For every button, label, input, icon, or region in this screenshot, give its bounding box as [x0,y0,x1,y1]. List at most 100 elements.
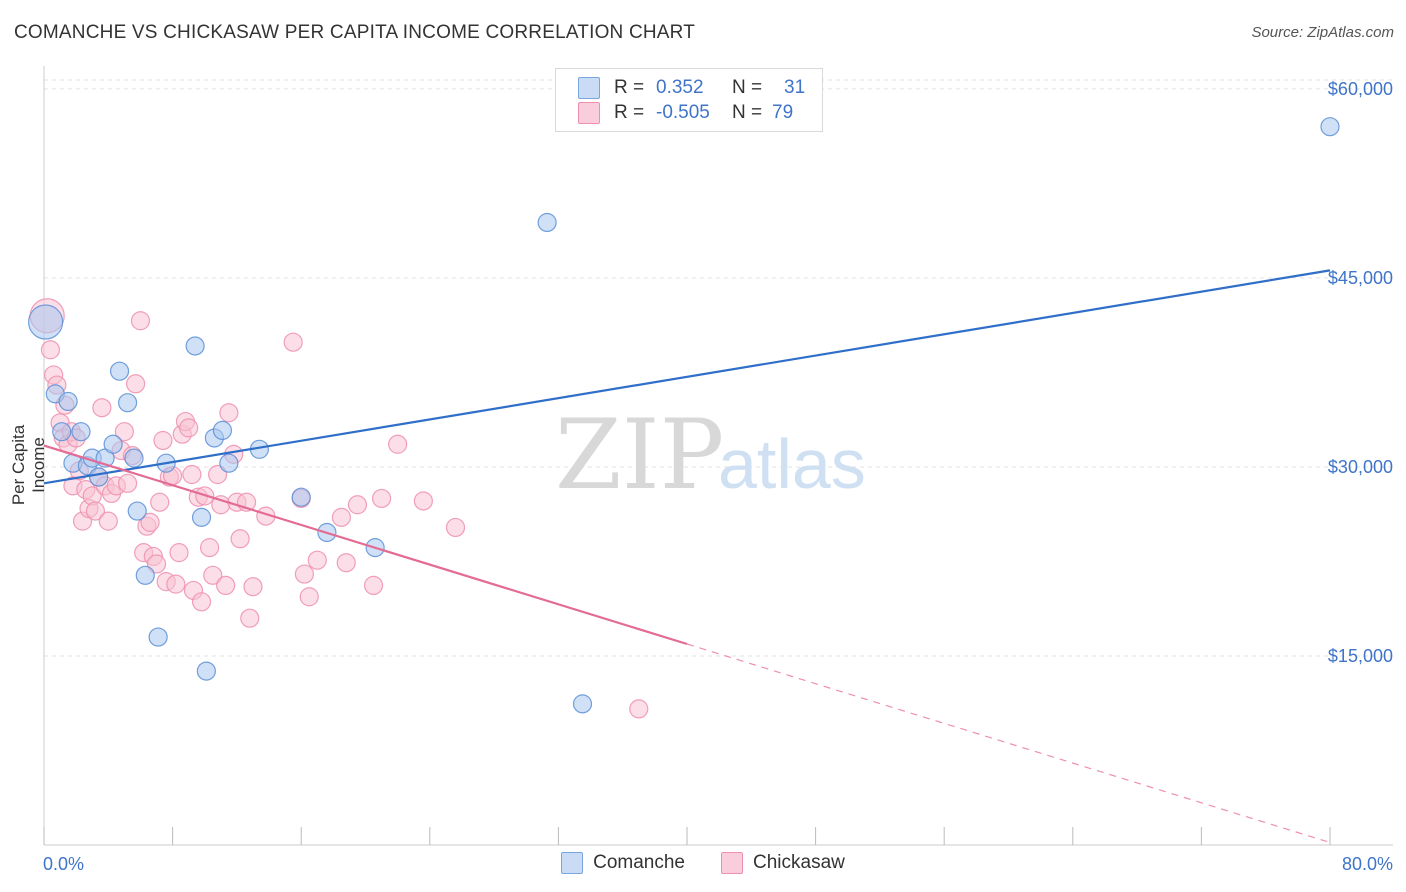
point-chickasaw [216,575,236,596]
point-chickasaw [114,422,134,442]
point-chickasaw [153,430,173,451]
point-comanche [148,627,168,647]
point-chickasaw [347,495,368,515]
point-chickasaw [166,574,186,594]
point-comanche [117,393,138,413]
correlation-legend: R = 0.352 N = 31 R = -0.505 N = 79 [555,68,823,132]
point-comanche [212,420,233,441]
point-chickasaw [363,575,384,596]
point-chickasaw [191,592,212,612]
trend-line-chickasaw-extension [686,643,1331,844]
trend-line-comanche [43,269,1331,485]
point-comanche [28,304,64,340]
point-comanche [219,453,239,473]
point-chickasaw [179,418,199,438]
legend-swatch-chickasaw [578,102,600,124]
point-chickasaw [40,340,61,360]
trend-lines [43,269,1331,844]
point-chickasaw [98,511,118,531]
point-comanche [291,487,311,507]
point-chickasaw [150,492,170,512]
legend-r-label: R = [614,77,645,98]
point-comanche [127,501,147,521]
legend-n-value: 31 [784,77,806,98]
watermark-atlas: atlas [718,425,866,503]
point-chickasaw [240,608,260,628]
point-comanche [191,507,212,527]
point-comanche [109,361,130,381]
y-tick-label: $30,000 [1328,457,1393,477]
point-chickasaw [117,473,138,493]
point-chickasaw [208,464,228,485]
legend-swatch-comanche [578,77,600,99]
series-chickasaw-points [29,298,649,719]
point-comanche [135,565,155,585]
legend-row-comanche: R = 0.352 N = 31 [578,76,805,100]
point-chickasaw [388,434,408,454]
y-tick-labels: $15,000 $30,000 $45,000 $60,000 [1328,79,1393,666]
point-comanche [89,467,109,487]
legend-n-label: N = [732,102,763,123]
point-chickasaw [283,332,303,352]
point-comanche [196,661,216,681]
point-chickasaw [299,587,319,607]
legend-r-label: R = [614,102,645,123]
point-comanche [1320,117,1340,137]
point-comanche [58,391,78,412]
point-chickasaw [146,554,167,574]
legend-n-label: N = [732,77,763,98]
trend-line-chickasaw [43,444,688,646]
legend-item-comanche[interactable]: Comanche [561,852,685,874]
point-chickasaw [230,529,250,549]
legend-r-value: 0.352 [656,77,704,98]
watermark-zip: ZIP [555,399,724,511]
point-chickasaw [130,311,151,331]
point-chickasaw [413,491,433,511]
axes [43,66,1393,846]
chart-source: Source: ZipAtlas.com [1251,24,1394,41]
point-chickasaw [219,403,239,423]
point-chickasaw [629,699,649,719]
watermark: ZIP atlas [555,399,866,511]
point-chickasaw [169,543,189,563]
chart-title: COMANCHE VS CHICKASAW PER CAPITA INCOME … [14,22,696,43]
point-chickasaw [203,565,223,585]
series-legend: Comanche Chickasaw [0,852,1406,874]
legend-label-chickasaw: Chickasaw [753,852,845,873]
point-chickasaw [182,464,202,485]
point-comanche [52,422,72,442]
legend-row-chickasaw: R = -0.505 N = 79 [578,101,793,125]
point-chickasaw [140,512,160,532]
x-tick-labels: 0.0% 80.0% [43,854,1393,874]
point-chickasaw [307,550,327,570]
legend-swatch-chickasaw [721,852,743,874]
point-chickasaw [331,507,351,527]
point-comanche [185,336,205,356]
point-chickasaw [243,577,263,597]
point-chickasaw [126,374,146,394]
legend-item-chickasaw[interactable]: Chickasaw [721,852,845,874]
legend-label-comanche: Comanche [593,852,685,873]
point-chickasaw [92,398,112,418]
y-tick-label: $60,000 [1328,79,1393,99]
point-comanche [103,434,123,454]
point-chickasaw [85,501,106,521]
point-chickasaw [445,517,466,538]
y-tick-label: $15,000 [1328,646,1393,666]
point-comanche [572,694,593,714]
point-comanche [71,422,91,442]
point-comanche [537,212,557,233]
y-axis-label: Per Capita Income [9,424,48,506]
x-tick-right: 80.0% [1342,854,1393,874]
point-chickasaw [336,553,356,573]
point-comanche [124,448,144,468]
legend-swatch-comanche [561,852,584,874]
x-tick-left: 0.0% [43,854,84,874]
grid-lines [44,79,1393,657]
legend-r-value: -0.505 [656,102,710,123]
legend-n-value: 79 [772,102,794,123]
point-chickasaw [199,538,220,558]
y-tick-label: $45,000 [1328,268,1393,288]
point-chickasaw [371,488,392,509]
